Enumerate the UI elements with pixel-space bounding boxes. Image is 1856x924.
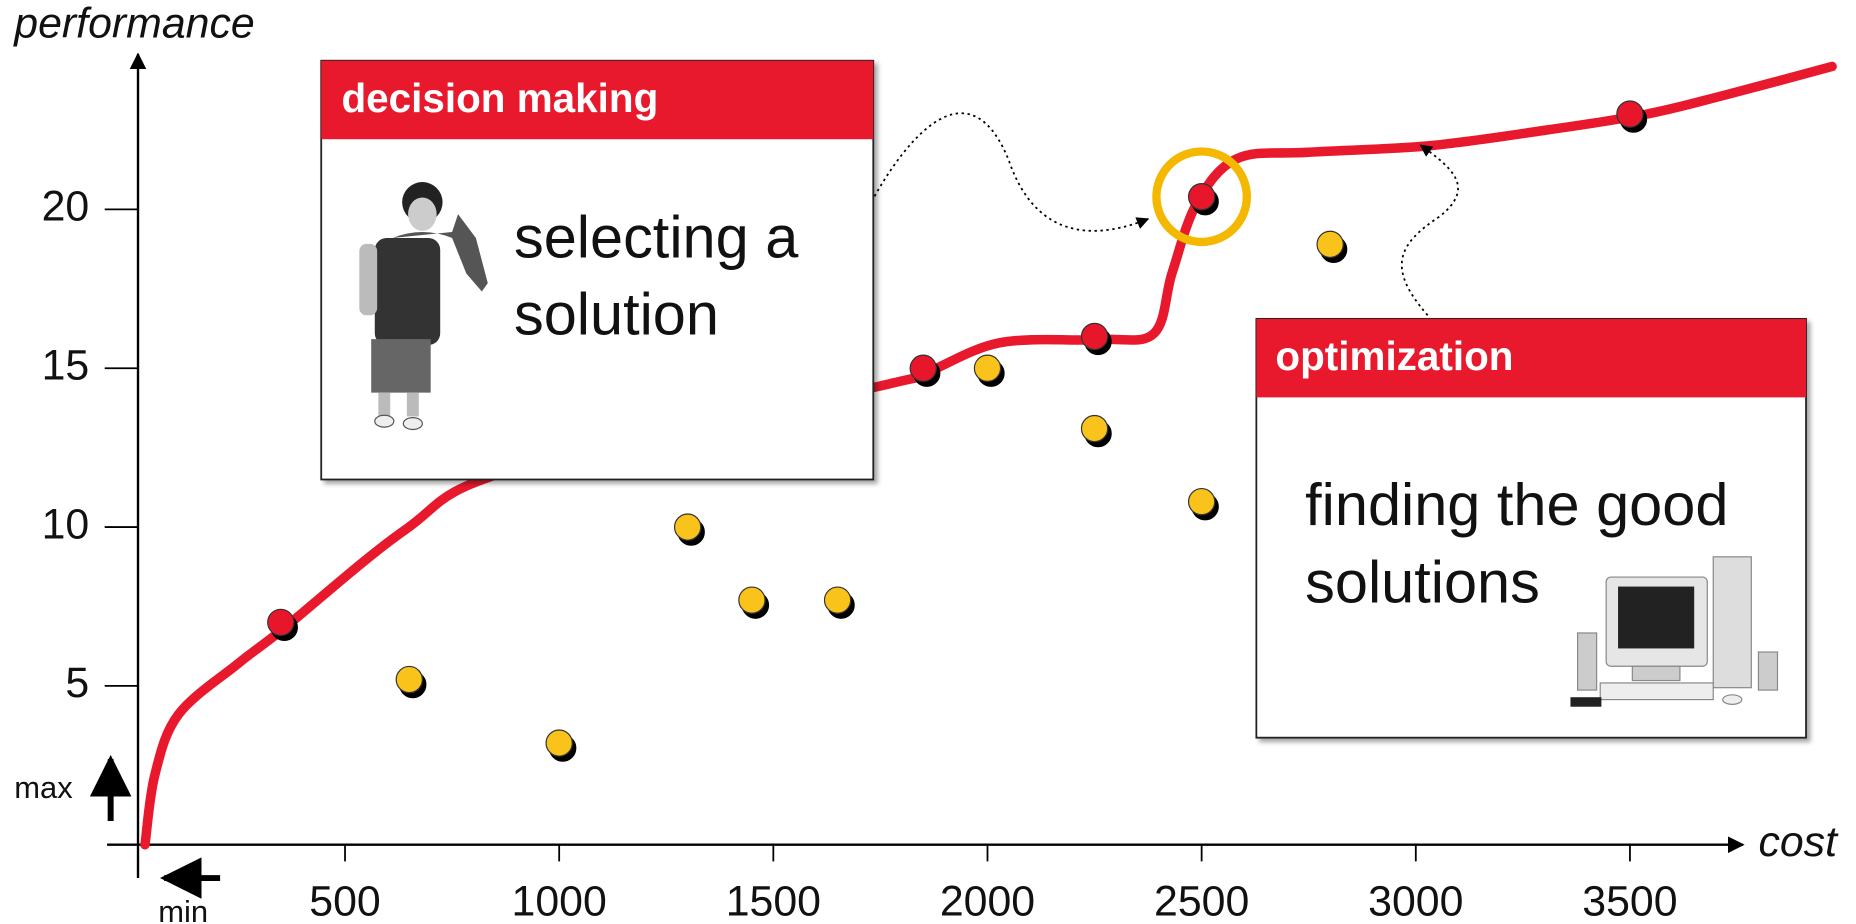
y-tick-label: 5 <box>65 659 89 707</box>
box-header <box>1256 318 1807 398</box>
x-tick-label: 2000 <box>940 878 1035 924</box>
point <box>1616 100 1644 128</box>
y-tick-label: 20 <box>42 183 90 231</box>
x-tick-label: 3000 <box>1368 878 1463 924</box>
box-text: selecting a <box>514 203 799 270</box>
point <box>1316 230 1344 259</box>
pointer-arrow <box>873 112 1150 232</box>
box-title: decision making <box>341 75 658 121</box>
box-title: optimization <box>1275 333 1513 379</box>
point <box>267 608 295 637</box>
y-tick-label: 10 <box>42 500 90 548</box>
highlight-ring <box>1152 147 1252 247</box>
box-text: solutions <box>1305 548 1540 615</box>
point <box>823 586 852 614</box>
point <box>909 354 937 382</box>
box-text: solution <box>514 281 719 348</box>
pointer-arrow <box>1400 144 1459 316</box>
x-axis-label: cost <box>1758 818 1839 866</box>
max-hint: max <box>14 770 73 805</box>
point <box>1187 183 1216 211</box>
min-hint: min <box>158 894 208 924</box>
point <box>1080 322 1109 351</box>
point <box>1080 414 1109 443</box>
x-tick-label: 500 <box>309 878 380 924</box>
y-tick-label: 15 <box>42 342 90 390</box>
point <box>1187 487 1216 516</box>
optimization-box: optimization finding the good solutions <box>1255 317 1807 739</box>
point <box>973 354 1002 382</box>
box-text: finding the good <box>1305 471 1728 538</box>
point <box>545 729 573 757</box>
x-tick-label: 3500 <box>1582 878 1677 924</box>
person-icon <box>359 182 488 431</box>
plot-area: 500 1000 1500 2000 2500 3000 3500 5 10 15 20 <box>42 52 1837 924</box>
point <box>738 586 766 614</box>
point <box>395 665 423 694</box>
x-tick-label: 1000 <box>512 878 607 924</box>
box-header <box>321 60 874 140</box>
x-tick-label: 2500 <box>1154 878 1249 924</box>
decision-box: decision making selecting a solution <box>320 59 875 481</box>
y-axis-label: performance <box>12 0 254 48</box>
computer-icon <box>1570 556 1779 707</box>
x-tick-label: 1500 <box>726 878 821 924</box>
point <box>673 513 702 541</box>
